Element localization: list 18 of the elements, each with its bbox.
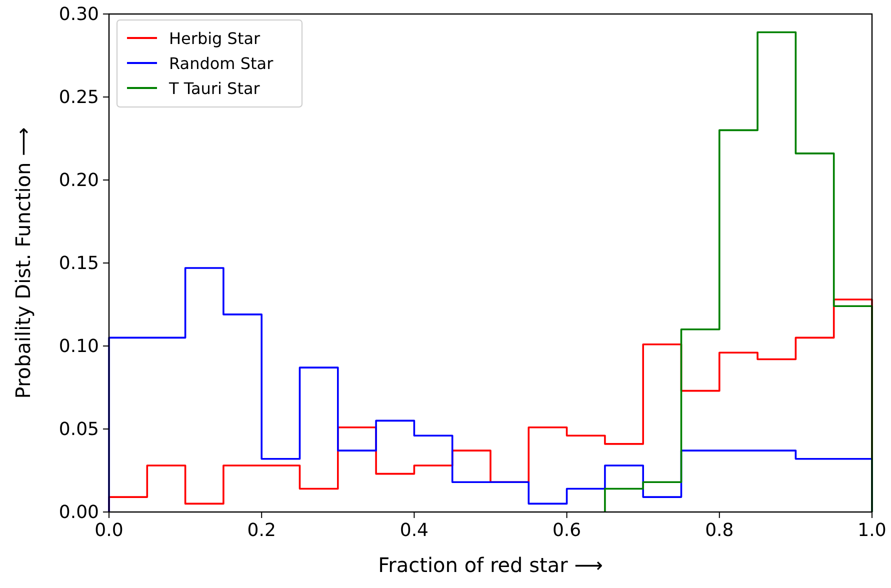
y-tick-label: 0.20 bbox=[58, 170, 99, 191]
legend-label: T Tauri Star bbox=[168, 79, 260, 98]
y-axis-title: Probaility Dist. Function ⟶ bbox=[11, 127, 35, 399]
y-tick-label: 0.10 bbox=[58, 336, 99, 357]
x-tick-label: 1.0 bbox=[858, 520, 886, 541]
y-tick-label: 0.15 bbox=[58, 253, 99, 274]
x-tick-label: 0.4 bbox=[400, 520, 429, 541]
legend-label: Herbig Star bbox=[169, 29, 261, 48]
x-tick-label: 0.8 bbox=[705, 520, 734, 541]
x-axis-title: Fraction of red star ⟶ bbox=[378, 553, 603, 577]
x-tick-label: 0.6 bbox=[552, 520, 582, 541]
legend-label: Random Star bbox=[169, 54, 274, 73]
y-tick-label: 0.00 bbox=[58, 502, 99, 523]
y-tick-label: 0.25 bbox=[58, 87, 99, 108]
x-tick-label: 0.2 bbox=[247, 520, 276, 541]
x-tick-label: 0.0 bbox=[94, 520, 124, 541]
y-tick-label: 0.05 bbox=[58, 419, 99, 440]
y-tick-label: 0.30 bbox=[58, 4, 99, 25]
